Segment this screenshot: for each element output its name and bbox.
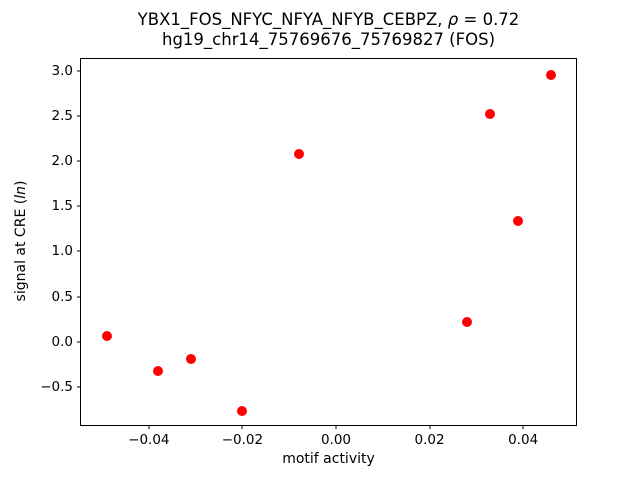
scatter-point	[185, 354, 196, 365]
y-tick-mark	[77, 250, 81, 252]
y-tick-label: 0.5	[51, 288, 73, 305]
chart-title-line1: YBX1_FOS_NFYC_NFYA_NFYB_CEBPZ, ρ = 0.72	[80, 10, 577, 30]
y-tick-label: 2.5	[51, 107, 73, 124]
scatter-point	[461, 316, 472, 327]
x-tick-mark	[241, 425, 243, 429]
rho-symbol: ρ	[447, 10, 459, 29]
y-tick-label: 3.0	[51, 62, 73, 79]
y-tick-label: 0.0	[51, 333, 73, 350]
scatter-point	[293, 148, 304, 159]
chart-title: YBX1_FOS_NFYC_NFYA_NFYB_CEBPZ, ρ = 0.72 …	[80, 10, 577, 49]
scatter-point	[101, 331, 112, 342]
y-tick-mark	[77, 160, 81, 162]
rho-value: = 0.72	[458, 10, 520, 29]
y-tick-mark	[77, 341, 81, 343]
plot-area: −0.04 −0.02 0.00 0.02 0.04 −0.5 0.0 0.5 1.0 1.5 2.…	[40, 58, 577, 448]
scatter-point	[485, 109, 496, 120]
chart-subtitle: hg19_chr14_75769676_75769827 (FOS)	[161, 29, 496, 49]
y-tick-label: 1.5	[51, 198, 73, 215]
x-tick-label: 0.02	[414, 432, 445, 448]
y-tick-label: −0.5	[40, 379, 73, 396]
y-tick-mark	[77, 70, 81, 72]
y-tick-mark	[77, 386, 81, 388]
x-tick-mark	[522, 425, 524, 429]
y-tick-label: 1.0	[51, 243, 73, 260]
y-tick-label: 2.0	[51, 153, 73, 170]
y-tick-mark	[77, 115, 81, 117]
scatter-point	[153, 365, 164, 376]
x-tick-label: −0.04	[128, 432, 170, 448]
x-tick-label: 0.00	[320, 432, 352, 448]
y-axis-label-ln: ln	[13, 186, 29, 199]
y-axis-label-close: )	[13, 180, 29, 187]
scatter-point	[237, 406, 248, 417]
scatter-point	[546, 70, 557, 81]
title-gene-list: YBX1_FOS_NFYC_NFYA_NFYB_CEBPZ,	[137, 10, 448, 29]
x-axis-label: motif activity	[282, 451, 375, 467]
x-tick-label: 0.04	[508, 432, 539, 448]
y-axis-label: signal at CRE (ln)	[13, 181, 29, 302]
y-tick-mark	[77, 296, 81, 298]
x-tick-mark	[429, 425, 431, 429]
x-tick-mark	[148, 425, 150, 429]
scatter-point	[513, 215, 524, 226]
y-tick-mark	[77, 205, 81, 207]
y-axis-label-text: signal at CRE (	[13, 198, 29, 302]
x-tick-mark	[335, 425, 337, 429]
x-tick-label: −0.02	[221, 432, 264, 448]
